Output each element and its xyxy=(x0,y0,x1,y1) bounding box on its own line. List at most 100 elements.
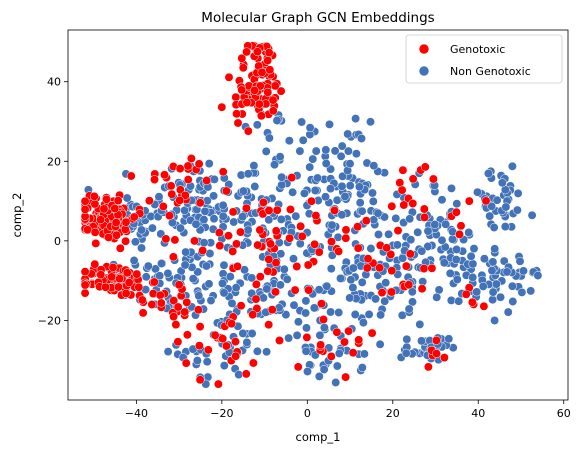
data-point xyxy=(481,196,491,206)
data-point xyxy=(345,181,355,191)
data-point xyxy=(219,361,229,371)
data-point xyxy=(332,361,342,371)
data-point xyxy=(80,205,90,214)
data-point xyxy=(301,346,311,356)
data-point xyxy=(343,129,353,139)
data-point xyxy=(408,199,418,208)
data-point xyxy=(90,259,100,269)
data-point xyxy=(401,348,411,358)
data-point xyxy=(188,274,198,284)
data-point xyxy=(456,221,466,231)
data-point xyxy=(158,202,168,211)
data-point xyxy=(371,294,381,304)
data-point xyxy=(348,263,358,273)
data-point xyxy=(404,304,414,314)
data-point xyxy=(264,133,274,143)
data-point xyxy=(437,195,447,205)
data-point xyxy=(526,286,536,296)
data-point xyxy=(452,245,462,254)
data-point xyxy=(113,196,123,206)
data-point xyxy=(272,116,282,125)
data-point xyxy=(399,200,409,210)
data-point xyxy=(261,146,271,156)
data-point xyxy=(113,282,123,292)
data-point xyxy=(279,264,289,274)
data-point xyxy=(169,312,179,322)
data-point xyxy=(468,272,478,282)
data-point xyxy=(417,246,427,256)
y-tick-label: 20 xyxy=(47,155,61,168)
y-tick-label: −20 xyxy=(38,314,61,327)
data-point xyxy=(289,300,299,310)
data-point xyxy=(124,278,134,288)
data-point xyxy=(83,225,93,235)
data-point xyxy=(234,370,244,380)
data-point xyxy=(193,305,203,315)
data-point xyxy=(334,308,344,317)
data-point xyxy=(490,316,500,325)
data-point xyxy=(275,152,285,162)
data-point xyxy=(126,171,136,181)
data-point xyxy=(242,337,252,347)
data-point xyxy=(121,288,131,298)
data-point xyxy=(263,266,273,276)
data-point xyxy=(173,337,183,347)
data-point xyxy=(332,327,342,337)
data-point xyxy=(233,118,243,128)
data-point xyxy=(341,233,351,243)
data-point xyxy=(251,279,261,289)
y-axis-label: comp_2 xyxy=(10,193,24,238)
data-point xyxy=(319,323,329,333)
data-point xyxy=(229,217,239,227)
data-point xyxy=(251,294,261,304)
data-point xyxy=(262,284,272,294)
data-point xyxy=(204,159,214,169)
data-point xyxy=(110,204,120,213)
data-point xyxy=(345,159,355,169)
data-point xyxy=(195,375,205,385)
data-point xyxy=(366,117,375,127)
data-point xyxy=(191,219,201,229)
data-point xyxy=(276,214,286,224)
data-point xyxy=(368,188,377,198)
data-point xyxy=(233,261,242,271)
data-point xyxy=(275,336,284,345)
data-point xyxy=(194,291,204,301)
data-point xyxy=(182,330,192,340)
data-point xyxy=(489,223,499,232)
data-point xyxy=(345,293,355,303)
data-point xyxy=(295,239,305,249)
data-point xyxy=(500,222,510,232)
data-point xyxy=(350,310,360,319)
data-point xyxy=(305,123,315,133)
data-point xyxy=(156,298,166,308)
data-point xyxy=(237,85,247,95)
data-point xyxy=(257,67,267,77)
data-point xyxy=(301,296,311,306)
data-point xyxy=(271,226,281,236)
data-point xyxy=(357,206,367,216)
data-point xyxy=(254,99,264,109)
data-point xyxy=(154,192,164,202)
data-point xyxy=(231,283,241,293)
data-point xyxy=(512,205,522,215)
data-point xyxy=(302,323,311,333)
data-point xyxy=(446,295,456,305)
data-point xyxy=(176,223,185,233)
data-point xyxy=(265,65,275,75)
data-point xyxy=(192,356,202,366)
legend-marker-genotoxic xyxy=(418,43,430,55)
plot-frame xyxy=(67,29,569,401)
legend-label-non-genotoxic: Non Genotoxic xyxy=(450,65,531,78)
data-point xyxy=(270,81,280,91)
data-point xyxy=(129,212,139,222)
data-point xyxy=(444,334,454,344)
data-point xyxy=(487,201,497,211)
data-point xyxy=(289,254,298,264)
data-point xyxy=(376,310,386,320)
data-point xyxy=(441,219,451,229)
data-point xyxy=(80,288,90,298)
data-point xyxy=(168,252,178,262)
data-point xyxy=(238,186,248,196)
data-point xyxy=(291,211,301,221)
